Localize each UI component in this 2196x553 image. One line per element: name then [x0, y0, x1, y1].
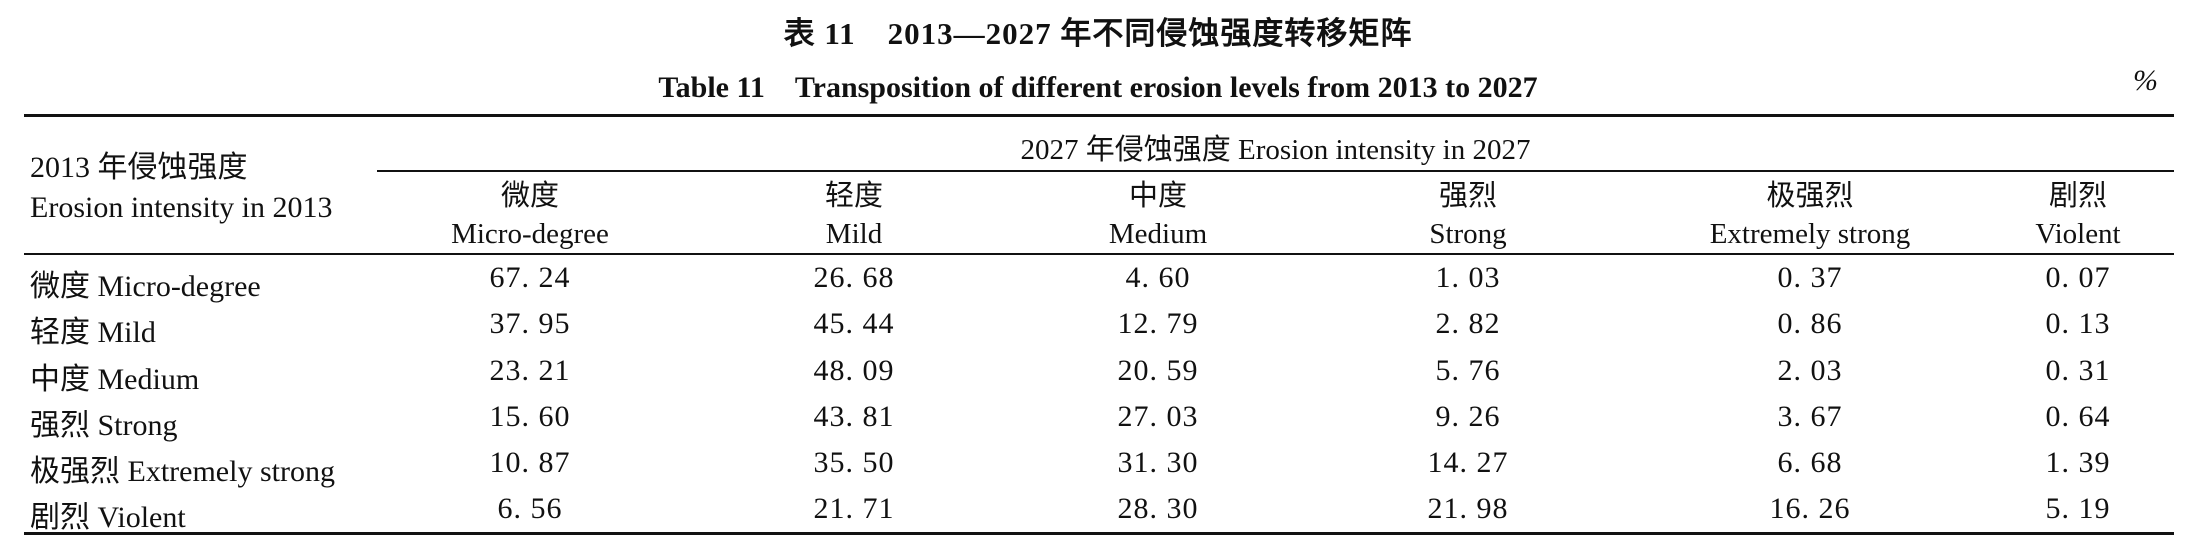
table-cell: 0. 37	[1777, 261, 1843, 294]
table-row: 强烈 Strong 15. 60 43. 81 27. 03 9. 26 3. …	[0, 400, 2196, 444]
table-cell: 0. 13	[2045, 307, 2111, 340]
table-cell: 1. 39	[2045, 446, 2111, 479]
row-label: 极强烈 Extremely strong	[30, 455, 335, 488]
table-cell: 10. 87	[489, 446, 571, 479]
table-cell: 21. 71	[813, 492, 895, 525]
row-label: 微度 Micro-degree	[30, 270, 261, 303]
top-rule	[24, 114, 2174, 117]
table-cell: 2. 82	[1435, 307, 1501, 340]
table-cell: 6. 68	[1777, 446, 1843, 479]
table-cell: 20. 59	[1117, 354, 1199, 387]
column-header-en: Medium	[1108, 218, 1208, 250]
column-header-en: Micro-degree	[451, 218, 609, 250]
table-cell: 4. 60	[1125, 261, 1191, 294]
spanner-rule	[377, 170, 2174, 172]
table-cell: 0. 31	[2045, 354, 2111, 387]
row-label: 强烈 Strong	[30, 409, 178, 442]
column-header-cn: 极强烈	[1766, 180, 1854, 212]
table-cell: 15. 60	[489, 400, 571, 433]
header-rule	[24, 253, 2174, 255]
table-cell: 0. 86	[1777, 307, 1843, 340]
column-header-medium: 中度 Medium	[1013, 177, 1303, 253]
table-cell: 0. 64	[2045, 400, 2111, 433]
column-header-en: Violent	[2035, 218, 2121, 250]
table-cell: 14. 27	[1427, 446, 1509, 479]
stub-header: 2013 年侵蚀强度 Erosion intensity in 2013	[30, 148, 333, 228]
table-caption-english: Table 11 Transposition of different eros…	[658, 71, 1538, 104]
row-label: 轻度 Mild	[30, 316, 156, 349]
bottom-rule	[24, 532, 2174, 535]
column-header-en: Strong	[1429, 218, 1507, 250]
table-cell: 28. 30	[1117, 492, 1199, 525]
table-cell: 48. 09	[813, 354, 895, 387]
table-cell: 31. 30	[1117, 446, 1199, 479]
row-label: 剧烈 Violent	[30, 501, 186, 534]
table-caption-chinese: 表 11 2013—2027 年不同侵蚀强度转移矩阵	[783, 16, 1413, 51]
table-cell: 67. 24	[489, 261, 571, 294]
table-row: 剧烈 Violent 6. 56 21. 71 28. 30 21. 98 16…	[0, 492, 2196, 536]
table-cell: 23. 21	[489, 354, 571, 387]
table-row: 微度 Micro-degree 67. 24 26. 68 4. 60 1. 0…	[0, 261, 2196, 305]
table-cell: 27. 03	[1117, 400, 1199, 433]
table-cell: 5. 76	[1435, 354, 1501, 387]
table-cell: 45. 44	[813, 307, 895, 340]
column-header-cn: 剧烈	[2048, 180, 2107, 212]
table-cell: 16. 26	[1769, 492, 1851, 525]
table-cell: 21. 98	[1427, 492, 1509, 525]
table-cell: 0. 07	[2045, 261, 2111, 294]
table-cell: 35. 50	[813, 446, 895, 479]
column-header-micro: 微度 Micro-degree	[385, 177, 675, 253]
unit-label: %	[2133, 64, 2158, 97]
column-header-cn: 强烈	[1438, 180, 1497, 212]
table-row: 极强烈 Extremely strong 10. 87 35. 50 31. 3…	[0, 446, 2196, 490]
column-header-cn: 微度	[500, 180, 559, 212]
table-cell: 26. 68	[813, 261, 895, 294]
stub-header-en: Erosion intensity in 2013	[30, 191, 333, 224]
table-cell: 1. 03	[1435, 261, 1501, 294]
row-label: 中度 Medium	[30, 363, 200, 396]
column-header-cn: 中度	[1128, 180, 1187, 212]
table-row: 中度 Medium 23. 21 48. 09 20. 59 5. 76 2. …	[0, 354, 2196, 398]
column-header-violent: 剧烈 Violent	[1933, 177, 2196, 253]
table-cell: 2. 03	[1777, 354, 1843, 387]
table-cell: 43. 81	[813, 400, 895, 433]
spanner-header: 2027 年侵蚀强度 Erosion intensity in 2027	[1020, 134, 1531, 166]
column-header-extremely-strong: 极强烈 Extremely strong	[1665, 177, 1955, 253]
table-cell: 6. 56	[497, 492, 563, 525]
table-cell: 9. 26	[1435, 400, 1501, 433]
column-header-en: Extremely strong	[1709, 218, 1911, 250]
table-cell: 12. 79	[1117, 307, 1199, 340]
table-cell: 5. 19	[2045, 492, 2111, 525]
column-header-en: Mild	[825, 218, 883, 250]
column-header-cn: 轻度	[824, 180, 883, 212]
column-header-mild: 轻度 Mild	[709, 177, 999, 253]
column-header-strong: 强烈 Strong	[1323, 177, 1613, 253]
table-row: 轻度 Mild 37. 95 45. 44 12. 79 2. 82 0. 86…	[0, 307, 2196, 351]
table-cell: 37. 95	[489, 307, 571, 340]
stub-header-cn: 2013 年侵蚀强度	[30, 151, 248, 184]
table-cell: 3. 67	[1777, 400, 1843, 433]
